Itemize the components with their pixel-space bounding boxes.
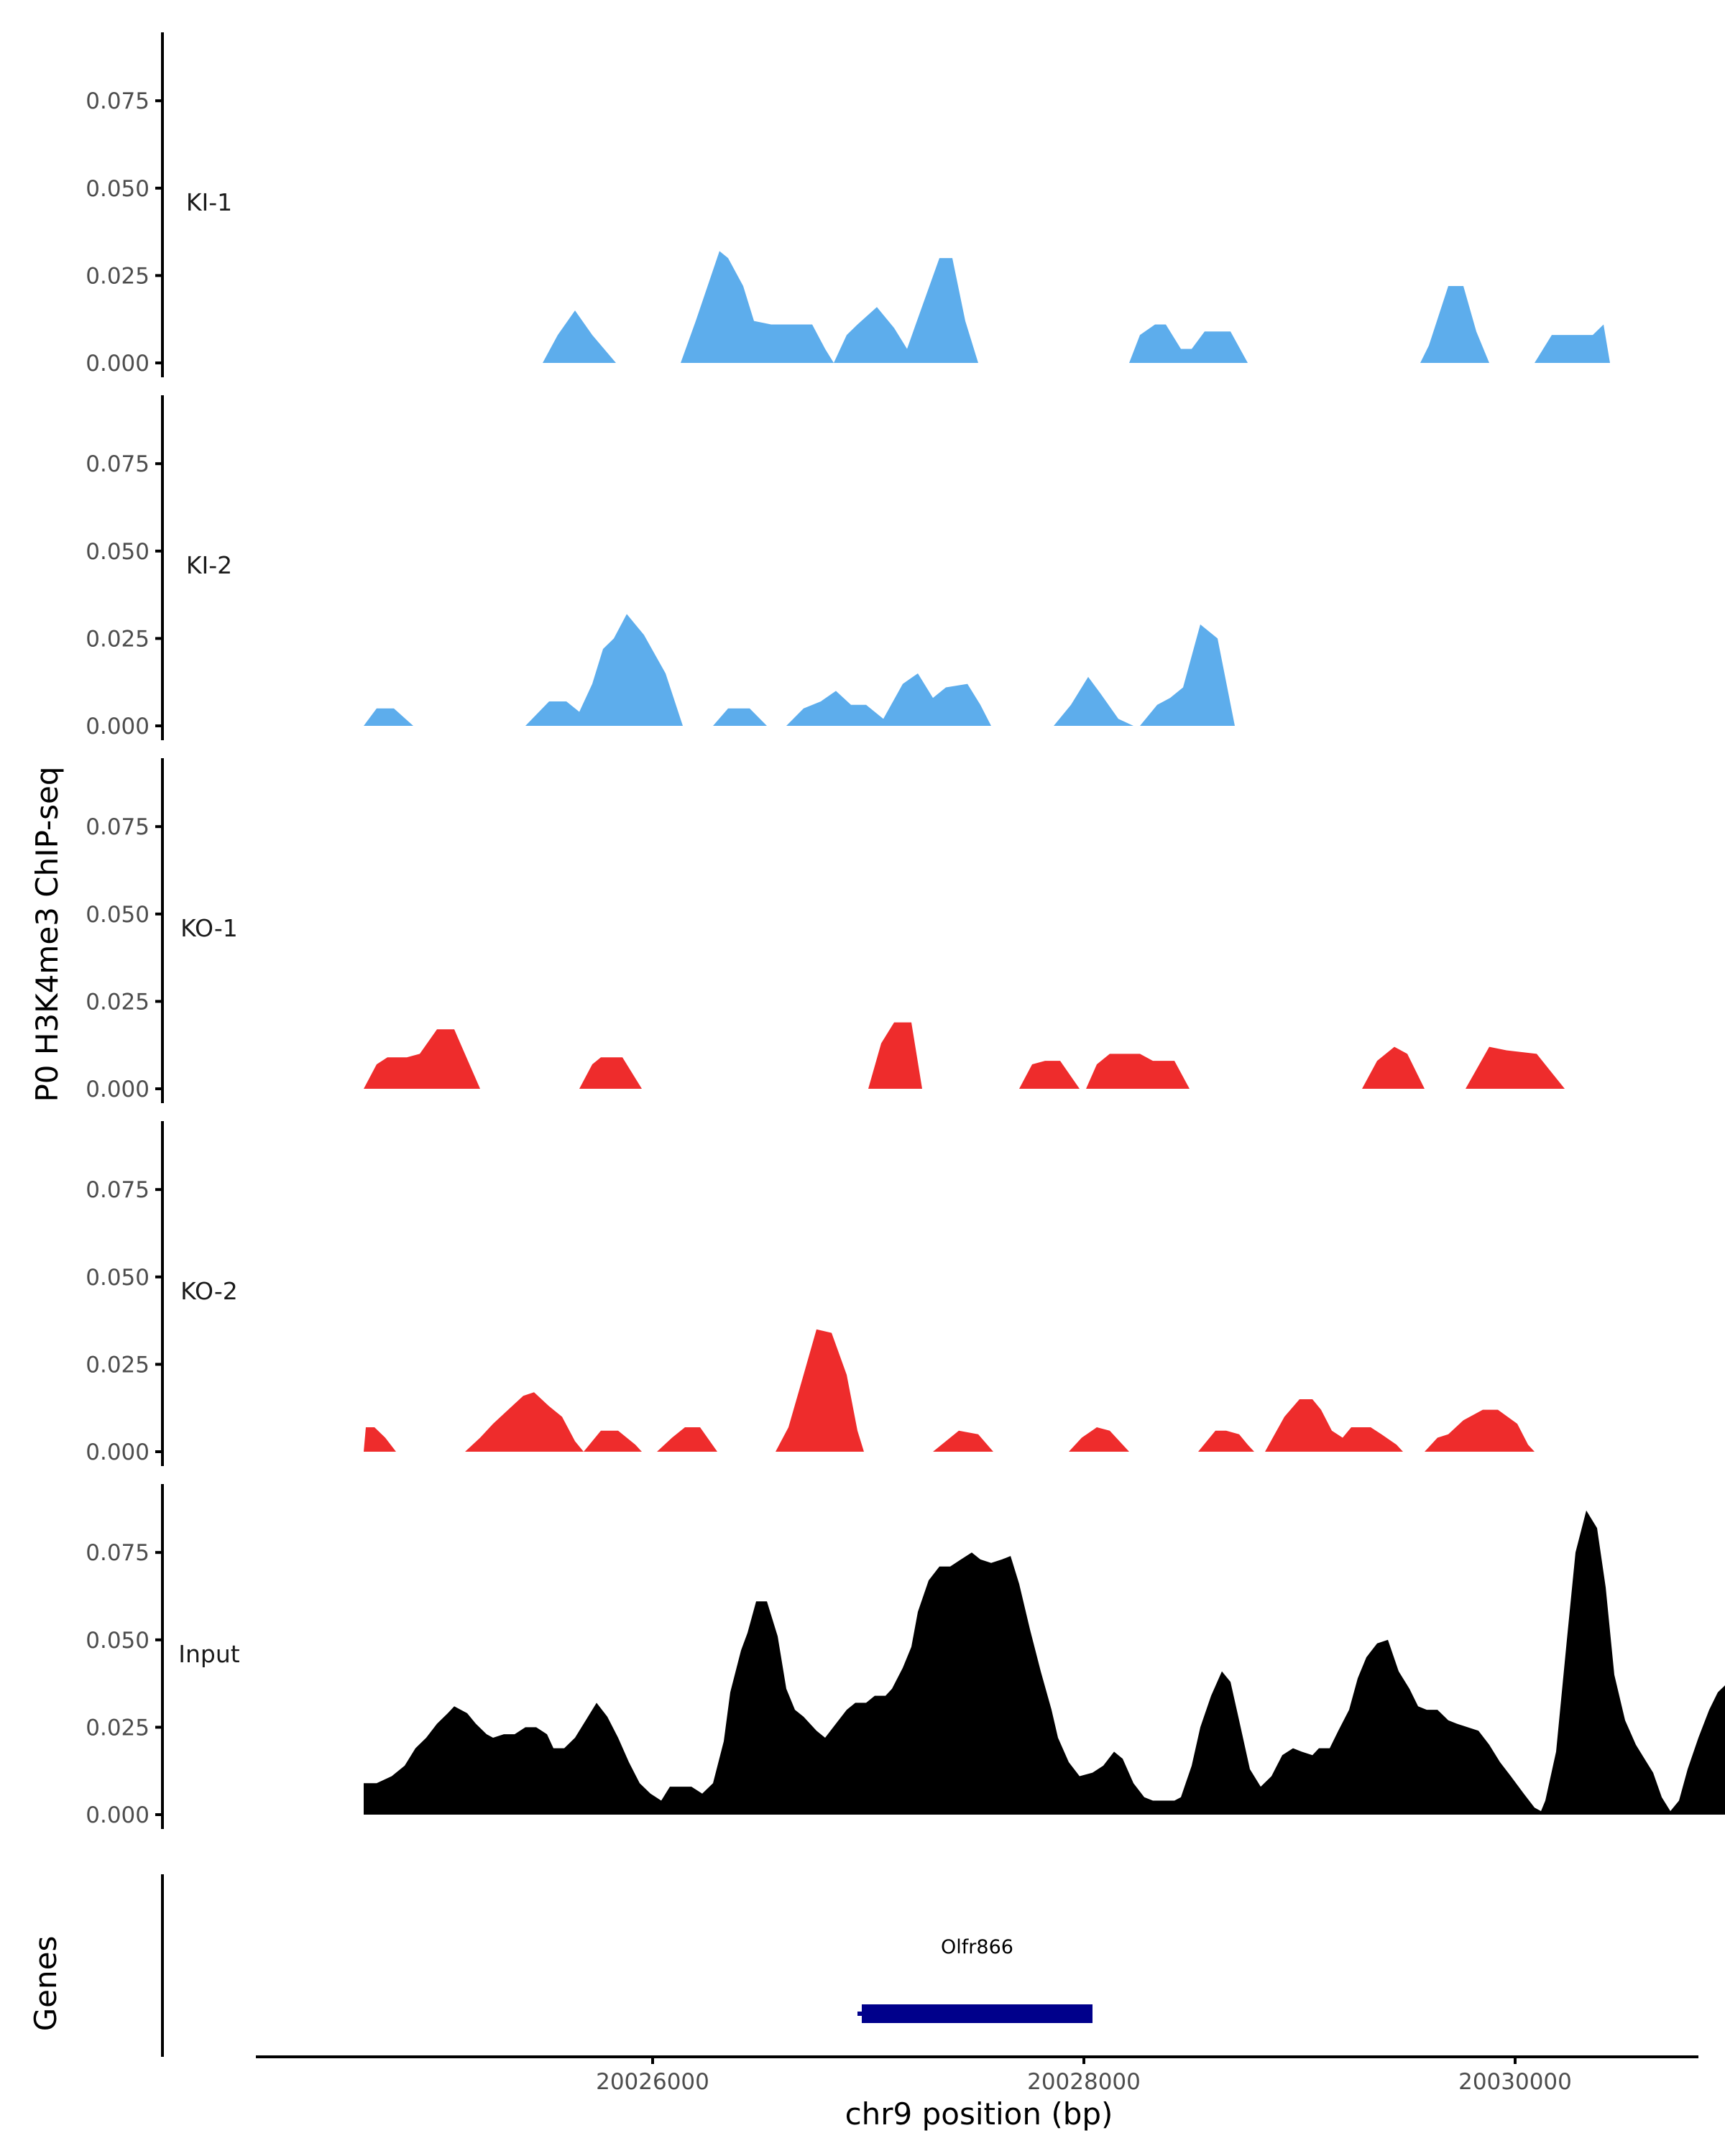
gene-label-olfr866: Olfr866 xyxy=(941,1936,1013,1958)
track-label-input: Input xyxy=(178,1640,240,1668)
coverage-peak xyxy=(713,708,767,726)
coverage-peak xyxy=(1535,324,1610,363)
coverage-peak xyxy=(657,1427,717,1452)
coverage-peak xyxy=(1054,676,1133,726)
y-tick-label: 0.025 xyxy=(86,626,150,652)
coverage-peak xyxy=(543,310,616,363)
coverage-peak xyxy=(1019,1061,1080,1089)
y-tick-label: 0.075 xyxy=(86,1540,150,1566)
coverage-peak xyxy=(868,1022,922,1089)
coverage-peak xyxy=(364,1427,396,1452)
genes-axis-label: Genes xyxy=(28,1936,63,2032)
track-label-ko-2: KO-2 xyxy=(180,1277,238,1305)
y-tick-label: 0.025 xyxy=(86,989,150,1015)
y-tick-label: 0.000 xyxy=(86,1077,150,1102)
coverage-peak xyxy=(786,673,991,726)
y-tick-label: 0.050 xyxy=(86,1628,150,1654)
coverage-peak xyxy=(525,614,683,726)
coverage-peak xyxy=(584,1430,642,1452)
genes-panel: Genes Olfr866 xyxy=(28,1874,1092,2057)
x-axis: chr9 position (bp) 20026000 20028000 20030… xyxy=(256,2055,1698,2132)
coverage-peak xyxy=(364,1029,480,1089)
x-tick-label: 20030000 xyxy=(1458,2069,1572,2095)
coverage-peak xyxy=(1466,1046,1565,1089)
track-label-ko-1: KO-1 xyxy=(180,914,238,942)
coverage-peak xyxy=(364,1510,1725,1815)
track-panel-ko-2: 0.000 0.025 0.050 0.075 KO-2 xyxy=(86,1121,1535,1466)
y-tick-label: 0.075 xyxy=(86,814,150,840)
y-tick-label: 0.025 xyxy=(86,263,150,289)
y-axis-title: P0 H3K4me3 ChIP-seq xyxy=(29,766,65,1102)
y-tick-label: 0.000 xyxy=(86,351,150,377)
track-panel-ko-1: 0.000 0.025 0.050 0.075 KO-1 xyxy=(86,758,1565,1103)
y-tick-label: 0.000 xyxy=(86,1802,150,1828)
coverage-peak xyxy=(1362,1046,1425,1089)
coverage-peak xyxy=(933,1430,993,1452)
coverage-peak xyxy=(776,1329,864,1452)
coverage-peak xyxy=(1129,324,1248,363)
y-tick-label: 0.025 xyxy=(86,1715,150,1741)
coverage-peak xyxy=(579,1057,642,1089)
y-tick-label: 0.025 xyxy=(86,1352,150,1378)
y-tick-label: 0.075 xyxy=(86,88,150,114)
coverage-peak xyxy=(364,708,413,726)
y-tick-label: 0.050 xyxy=(86,1265,150,1291)
y-tick-label: 0.050 xyxy=(86,902,150,928)
y-tick-label: 0.000 xyxy=(86,714,150,740)
x-axis-title: chr9 position (bp) xyxy=(845,2096,1113,2132)
tracks-layer: 0.0000.0250.0500.075KI-10.0000.0250.0500… xyxy=(86,32,1725,1829)
coverage-peak xyxy=(1069,1427,1129,1452)
track-label-ki-1: KI-1 xyxy=(186,188,232,216)
x-tick-label: 20026000 xyxy=(596,2069,709,2095)
y-tick-label: 0.000 xyxy=(86,1439,150,1465)
x-tick-label: 20028000 xyxy=(1027,2069,1141,2095)
track-label-ki-2: KI-2 xyxy=(186,551,232,579)
coverage-peak xyxy=(1198,1430,1254,1452)
track-panel-input: 0.000 0.025 0.050 0.075 Input xyxy=(86,1484,1725,1829)
coverage-peak xyxy=(1420,286,1489,363)
coverage-peak xyxy=(1425,1409,1535,1452)
y-tick-label: 0.050 xyxy=(86,539,150,565)
coverage-peak xyxy=(681,251,978,363)
y-tick-label: 0.050 xyxy=(86,176,150,202)
coverage-peak xyxy=(465,1392,584,1452)
y-tick-label: 0.075 xyxy=(86,451,150,477)
coverage-peak xyxy=(1086,1054,1190,1089)
coverage-peak xyxy=(1265,1399,1403,1452)
gene-bar-olfr866 xyxy=(862,2004,1092,2023)
y-tick-label: 0.075 xyxy=(86,1177,150,1203)
track-panel-ki-1: 0.000 0.025 0.050 0.075 KI-1 xyxy=(86,32,1610,377)
track-panel-ki-2: 0.000 0.025 0.050 0.075 KI-2 xyxy=(86,395,1235,740)
coverage-peak xyxy=(1140,624,1235,726)
